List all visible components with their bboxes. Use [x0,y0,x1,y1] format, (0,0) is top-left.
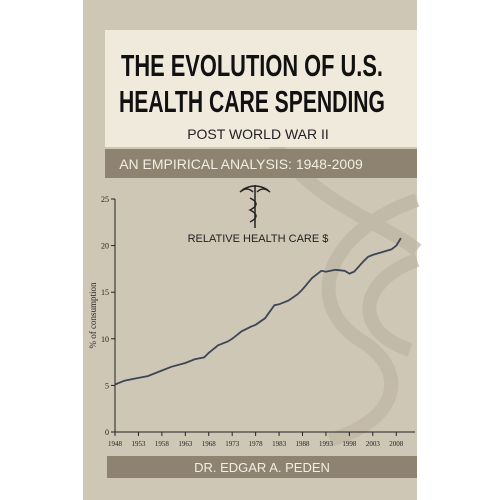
data-line [114,237,402,386]
x-tick-label: 1983 [272,440,287,448]
x-tick-label: 2003 [366,440,381,448]
x-tick-label: 1958 [155,440,170,448]
band-text: AN EMPIRICAL ANALYSIS: 1948-2009 [119,156,363,172]
y-tick-label: 0 [105,428,109,437]
title: THE EVOLUTION OF U.S. [121,48,383,83]
x-tick-label: 1973 [225,440,240,448]
subtitle: POST WORLD WAR II [187,126,329,142]
x-tick-label: 1953 [131,440,146,448]
x-tick-label: 1988 [296,440,311,448]
x-tick-label: 1998 [342,440,357,448]
chart-title: RELATIVE HEALTH CARE $ [188,233,329,245]
x-tick-label: 1948 [108,440,123,448]
y-axis-label: % of consumption [88,282,98,348]
band [105,149,417,178]
y-tick-label: 15 [101,288,109,297]
x-tick-label: 1968 [202,440,217,448]
caduceus-icon [239,185,271,228]
y-tick-label: 10 [101,335,109,344]
x-tick-label: 2008 [389,440,404,448]
x-tick-label: 1978 [249,440,264,448]
author-band [107,456,417,478]
y-tick-label: 5 [105,381,109,390]
x-tick-label: 1963 [178,440,193,448]
y-tick-label: 25 [101,195,109,204]
x-tick-label: 1993 [319,440,334,448]
title: HEALTH CARE SPENDING [119,84,385,119]
title-box [105,30,417,147]
author: DR. EDGAR A. PEDEN [194,460,330,475]
y-tick-label: 20 [101,242,109,251]
